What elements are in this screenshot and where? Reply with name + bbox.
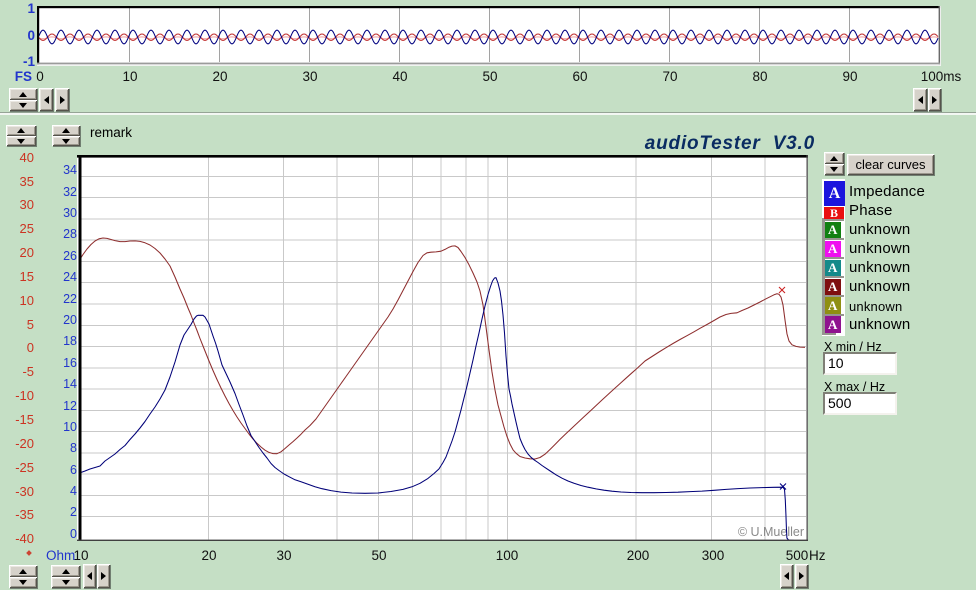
svg-text:© U.Mueller: © U.Mueller	[738, 525, 804, 539]
